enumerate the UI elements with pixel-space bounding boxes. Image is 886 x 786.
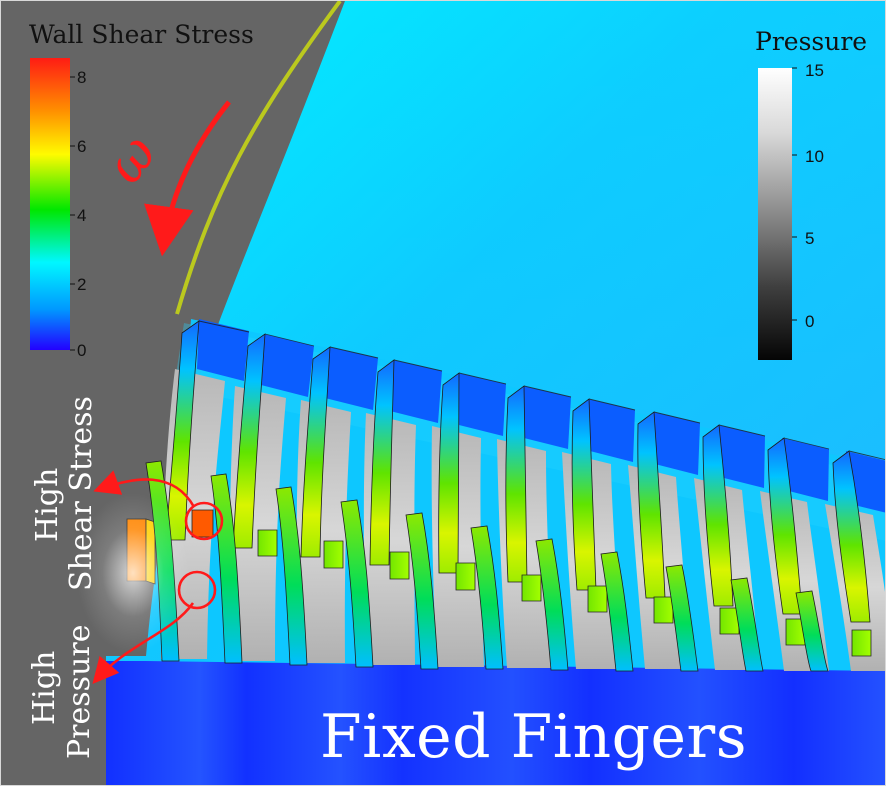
fixed-finger-post-6: [470, 525, 504, 670]
wss-tick-6: 6: [77, 137, 86, 156]
fixed-finger-posts: [145, 460, 829, 672]
outline-top-11: [848, 450, 885, 460]
outline-top-10: [783, 437, 830, 450]
fixed-finger-post-2: [210, 473, 243, 664]
fixed-finger-block-12: [851, 629, 872, 657]
high-pressure-circle: [177, 570, 217, 610]
fixed-finger-post-10: [730, 577, 764, 672]
fixed-finger-post-4: [340, 499, 374, 668]
pocket-7: [586, 399, 635, 462]
high-pressure-line-2: Pressure: [62, 625, 97, 760]
wall-shear-stress-gradient: [30, 58, 70, 350]
high-pressure-label: High Pressure: [27, 625, 97, 760]
fixed-finger-block-10: [719, 607, 740, 635]
pocket-9: [716, 425, 765, 488]
outline-top-2: [264, 333, 315, 347]
finger-outline-lines: [198, 320, 885, 460]
fixed-finger-post-9: [665, 564, 699, 672]
fixed-finger-block-9: [653, 596, 674, 624]
outline-top-4: [393, 359, 443, 372]
pocket-2: [261, 334, 314, 397]
outline-top-7: [588, 398, 636, 411]
moving-finger-2: [232, 333, 266, 549]
outline-top-1: [198, 320, 250, 333]
high-shear-stress-line-1: High: [30, 468, 65, 542]
fixed-finger-post-3: [275, 486, 308, 666]
outline-top-9: [718, 424, 766, 437]
moving-finger-11: [832, 450, 871, 623]
high-pressure-line-1: High: [27, 651, 62, 725]
pressure-tick-10: 10: [805, 147, 824, 166]
pocket-6: [520, 386, 571, 449]
fixed-finger-block-3: [257, 529, 278, 557]
pocket-4: [390, 360, 442, 423]
wss-tick-0: 0: [77, 341, 86, 360]
fixed-finger-block-5: [389, 551, 410, 580]
outline-top-3: [329, 346, 379, 359]
wss-tick-4: 4: [77, 206, 86, 225]
outline-top-5: [458, 372, 507, 385]
fixed-fingers-label: Fixed Fingers: [320, 702, 747, 772]
high-shear-stress-circle: [184, 501, 224, 541]
wss-tick-2: 2: [77, 275, 86, 294]
fixed-finger-block-7: [521, 574, 542, 602]
pocket-group: [197, 319, 885, 513]
fixed-finger-block-4: [323, 540, 344, 569]
moving-finger-6: [505, 385, 528, 583]
moving-finger-3: [300, 346, 331, 558]
high-pressure-glow: [77, 493, 189, 653]
moving-finger-9: [702, 424, 734, 607]
high-shear-stress-label: High Shear Stress: [30, 396, 99, 591]
high-shear-stress-line-2: Shear Stress: [64, 396, 99, 591]
high-pressure-arrow: [92, 602, 195, 684]
pressure-tick-0: 0: [805, 312, 814, 331]
rotor-edge-highlight: [175, 1, 342, 315]
fixed-finger-post-11: [795, 590, 829, 672]
fixed-finger-post-5: [405, 512, 439, 670]
wss-tick-8: 8: [77, 68, 86, 87]
pocket-8: [651, 412, 700, 475]
rotation-arrow: [144, 100, 231, 257]
pressure-tick-5: 5: [805, 229, 814, 248]
moving-finger-5: [438, 372, 460, 574]
fixed-finger-post-7: [535, 538, 569, 671]
moving-finger-4: [369, 359, 395, 566]
pressure-title: Pressure: [755, 27, 867, 56]
fixed-finger-block-2: [191, 509, 214, 538]
outline-top-6: [523, 385, 572, 398]
pocket-5: [455, 373, 506, 436]
pressure-tick-15: 15: [805, 61, 824, 80]
pocket-10: [781, 438, 829, 501]
high-shear-stress-arrow: [93, 470, 196, 508]
outline-top-8: [653, 411, 701, 424]
fixed-fingers-base: [106, 661, 885, 785]
pocket-3: [325, 347, 378, 410]
wall-shear-stress-colorbar: Wall Shear Stress 8 6 4 2 0: [29, 20, 254, 360]
pressure-colorbar: Pressure 15 10 5 0: [755, 27, 867, 360]
pocket-1: [197, 319, 249, 381]
fixed-finger-post-8: [600, 551, 634, 672]
wall-shear-stress-title: Wall Shear Stress: [29, 20, 254, 49]
fixed-finger-block-6: [455, 562, 476, 591]
pressure-gradient: [758, 68, 792, 360]
fixed-finger-block-8: [587, 585, 608, 613]
